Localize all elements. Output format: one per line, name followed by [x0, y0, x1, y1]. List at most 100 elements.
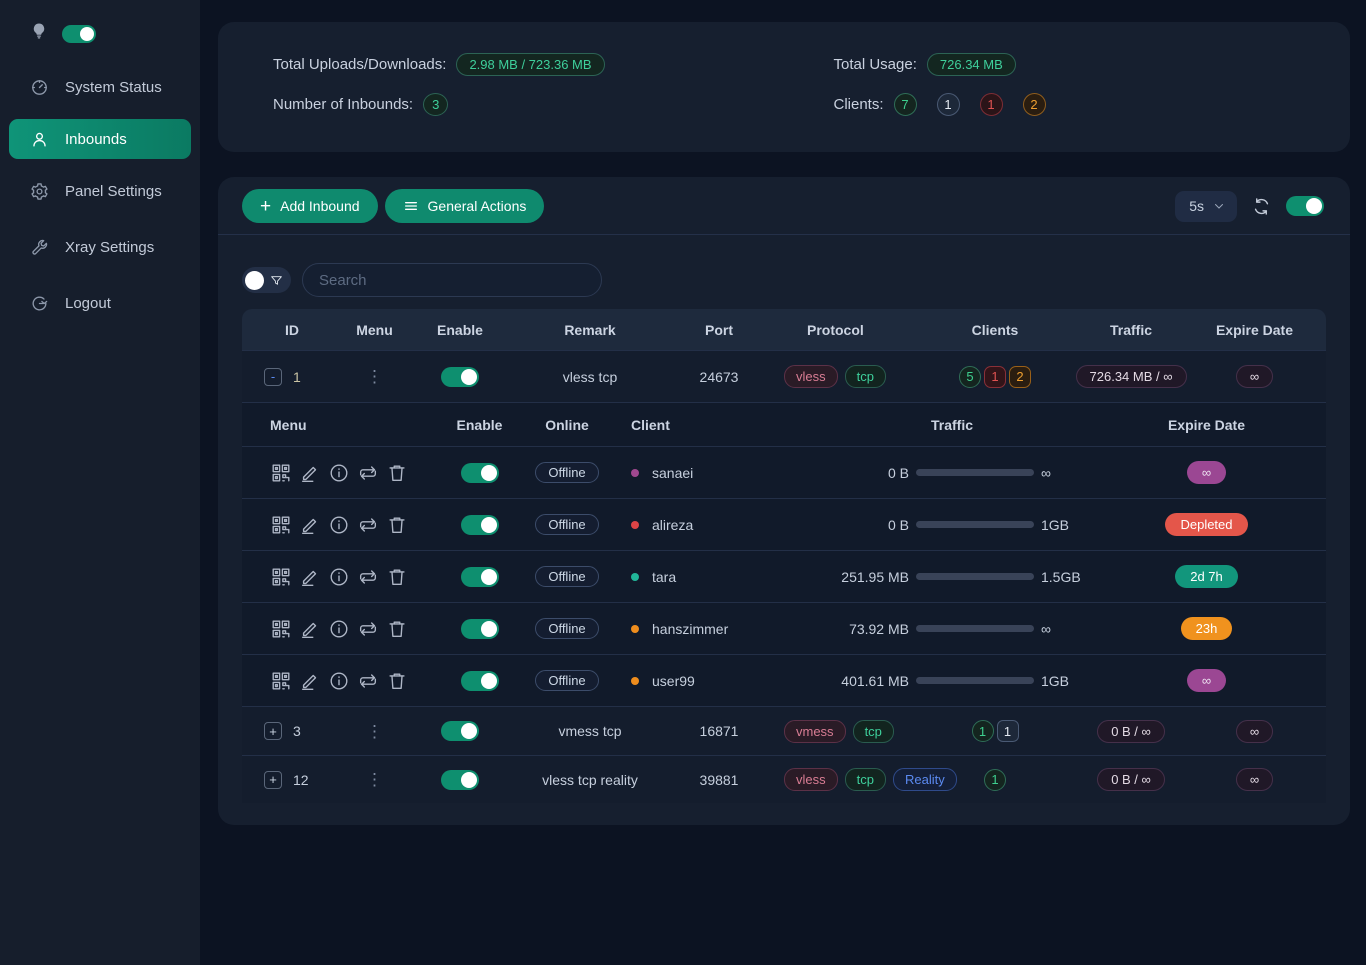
info-icon[interactable] [328, 618, 350, 640]
info-icon[interactable] [328, 670, 350, 692]
inbound-row-1: - 1 vless tcp 24673 vless tcp 5 1 2 [242, 351, 1326, 403]
info-icon[interactable] [328, 566, 350, 588]
protocol-badge: Reality [892, 768, 957, 791]
refresh-icon[interactable] [1252, 197, 1271, 216]
filter-toggle[interactable] [242, 267, 291, 293]
filter-toggle-knob [245, 270, 264, 290]
inbound-enable-toggle[interactable] [441, 366, 479, 387]
delete-icon[interactable] [386, 462, 408, 484]
client-enable-toggle[interactable] [460, 566, 499, 587]
row-menu-icon[interactable] [366, 771, 383, 788]
reset-traffic-icon[interactable] [357, 462, 379, 484]
delete-icon[interactable] [386, 618, 408, 640]
qrcode-icon[interactable] [270, 462, 292, 484]
sidebar-item-inbounds[interactable]: Inbounds [9, 119, 191, 159]
client-enable-toggle[interactable] [460, 618, 499, 639]
row-menu-icon[interactable] [366, 368, 383, 385]
reset-traffic-icon[interactable] [357, 566, 379, 588]
sidebar-item-logout[interactable]: Logout [0, 279, 200, 327]
reset-traffic-icon[interactable] [357, 514, 379, 536]
sidebar-item-xray-settings[interactable]: Xray Settings [0, 223, 200, 271]
client-row: Offline sanaei 0 B ∞ ∞ [242, 447, 1326, 499]
add-inbound-button[interactable]: Add Inbound [242, 189, 378, 223]
inbound-id: 12 [293, 771, 309, 788]
protocol-badge: tcp [852, 719, 894, 743]
qrcode-icon[interactable] [270, 670, 292, 692]
sidebar-item-label: System Status [65, 78, 162, 96]
edit-icon[interactable] [299, 514, 321, 536]
protocol-badge: tcp [844, 768, 886, 791]
col-header-client-online: Online [545, 416, 589, 433]
theme-toggle[interactable] [62, 24, 96, 43]
inbound-enable-toggle[interactable] [441, 721, 479, 741]
client-expire-badge: 2d 7h [1175, 565, 1238, 588]
client-count-active: 1 [984, 768, 1006, 791]
traffic-limit: 1.5GB [1041, 568, 1081, 585]
general-actions-button[interactable]: General Actions [384, 189, 545, 223]
traffic-used: 0 B [887, 516, 909, 533]
speedometer-icon [32, 79, 47, 95]
col-header-client-menu: Menu [270, 416, 307, 433]
client-enable-toggle[interactable] [460, 462, 499, 483]
online-status-badge: Offline [535, 514, 599, 535]
protocol-badge: tcp [844, 365, 886, 388]
row-menu-icon[interactable] [366, 723, 383, 740]
client-expire-badge: ∞ [1186, 461, 1227, 484]
inbound-id: 3 [293, 723, 301, 739]
user-icon [33, 132, 46, 147]
stats-card: Total Uploads/Downloads: 2.98 MB / 723.3… [218, 22, 1350, 152]
inbounds-panel: Add Inbound General Actions 5s [218, 177, 1350, 825]
client-row: Offline tara 251.95 MB 1.5GB 2d 7h [242, 551, 1326, 603]
edit-icon[interactable] [299, 462, 321, 484]
theme-bulb-icon [30, 22, 48, 45]
client-status-dot [631, 572, 639, 581]
col-header-clients: Clients [971, 321, 1019, 338]
auto-refresh-toggle[interactable] [1286, 196, 1324, 216]
sidebar-item-panel-settings[interactable]: Panel Settings [0, 167, 200, 215]
client-enable-toggle[interactable] [460, 670, 499, 691]
online-status-badge: Offline [535, 566, 599, 587]
client-status-dot [631, 624, 639, 633]
table-header-row: ID Menu Enable Remark Port Protocol Clie… [242, 309, 1326, 351]
inbound-traffic: 0 B / ∞ [1097, 768, 1165, 791]
refresh-interval-select[interactable]: 5s [1175, 190, 1237, 222]
uploads-downloads-label: Total Uploads/Downloads: [273, 55, 447, 73]
client-table-header-row: Menu Enable Online Client Traffic Expire… [242, 403, 1326, 447]
qrcode-icon[interactable] [270, 566, 292, 588]
info-icon[interactable] [328, 514, 350, 536]
delete-icon[interactable] [386, 514, 408, 536]
main-content: Total Uploads/Downloads: 2.98 MB / 723.3… [200, 0, 1366, 965]
col-header-protocol: Protocol [807, 321, 864, 338]
traffic-bar [916, 469, 1034, 476]
uploads-downloads-value: 2.98 MB / 723.36 MB [456, 52, 605, 76]
reset-traffic-icon[interactable] [357, 670, 379, 692]
delete-icon[interactable] [386, 670, 408, 692]
traffic-limit: 1GB [1041, 516, 1070, 533]
info-icon[interactable] [328, 462, 350, 484]
client-name: sanaei [652, 464, 694, 481]
logout-icon [32, 296, 48, 311]
qrcode-icon[interactable] [270, 514, 292, 536]
edit-icon[interactable] [299, 670, 321, 692]
expand-row-button[interactable]: + [264, 722, 282, 740]
sidebar-item-system-status[interactable]: System Status [0, 63, 200, 111]
reset-traffic-icon[interactable] [357, 618, 379, 640]
client-expire-badge: ∞ [1186, 669, 1227, 692]
client-enable-toggle[interactable] [460, 514, 499, 535]
inbound-id: 1 [293, 368, 301, 385]
delete-icon[interactable] [386, 566, 408, 588]
inbound-enable-toggle[interactable] [441, 769, 479, 790]
search-input[interactable] [302, 263, 602, 297]
inbound-port: 39881 [699, 771, 739, 788]
expand-row-button[interactable]: + [264, 770, 282, 789]
traffic-bar [916, 625, 1034, 632]
client-row: Offline alireza 0 B 1GB Depleted [242, 499, 1326, 551]
toolbar: Add Inbound General Actions 5s [218, 177, 1350, 234]
collapse-row-button[interactable]: - [264, 367, 282, 386]
client-name: hanszimmer [652, 620, 729, 637]
traffic-limit: ∞ [1041, 620, 1051, 637]
qrcode-icon[interactable] [270, 618, 292, 640]
edit-icon[interactable] [299, 566, 321, 588]
clients-depleted-badge: 1 [979, 92, 1003, 116]
edit-icon[interactable] [299, 618, 321, 640]
